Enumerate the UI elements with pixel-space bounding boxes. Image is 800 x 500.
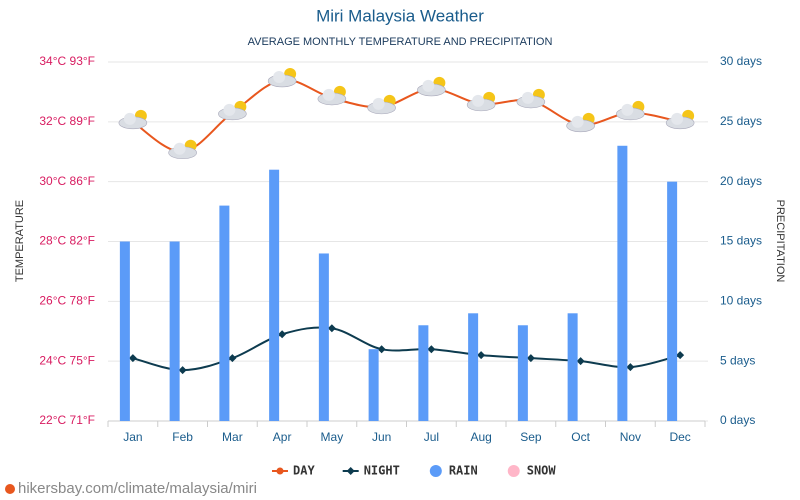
- weather-icon-part: [273, 70, 286, 83]
- legend-swatch: [429, 465, 442, 477]
- rain-bar: [219, 205, 230, 421]
- legend-swatch: [507, 465, 520, 477]
- rain-bar: [119, 241, 130, 421]
- x-tick-label: Jul: [424, 430, 439, 444]
- rain-bar: [667, 181, 678, 421]
- legend-label: NIGHT: [364, 464, 400, 478]
- y2-tick-label: 20 days: [720, 174, 762, 188]
- night-marker: [228, 354, 237, 363]
- x-tick-label: Apr: [273, 430, 292, 444]
- legend-label: DAY: [293, 464, 315, 478]
- x-tick-label: Nov: [620, 430, 641, 444]
- y2-tick-label: 10 days: [720, 294, 762, 308]
- night-marker: [327, 324, 336, 333]
- rain-bar: [468, 313, 479, 421]
- legend-swatch: [346, 467, 355, 475]
- temperature-line: [132, 78, 681, 153]
- temperature-line: [132, 326, 681, 372]
- rain-bar: [617, 145, 628, 421]
- x-tick-label: Oct: [571, 430, 590, 444]
- y2-tick-label: 25 days: [720, 114, 762, 128]
- weather-icon: [118, 109, 148, 130]
- night-marker: [377, 345, 386, 354]
- y2-tick-label: 0 days: [720, 413, 755, 427]
- weather-icon: [317, 85, 347, 106]
- night-marker: [676, 351, 685, 360]
- y-tick-label: 30°C 86°F: [39, 174, 95, 188]
- x-tick-label: Jun: [372, 430, 391, 444]
- y-tick-label: 34°C 93°F: [39, 54, 95, 68]
- weather-icon: [616, 100, 645, 121]
- x-tick-label: Jan: [123, 430, 142, 444]
- weather-icon: [218, 100, 247, 121]
- night-marker: [626, 363, 635, 372]
- weather-icon-part: [472, 94, 485, 107]
- y-tick-label: 22°C 71°F: [39, 413, 95, 427]
- y2-tick-label: 15 days: [720, 234, 762, 248]
- rain-bar: [318, 253, 329, 421]
- weather-icon-part: [372, 97, 385, 110]
- weather-icon-part: [123, 112, 136, 125]
- legend-swatch: [276, 467, 284, 475]
- night-marker: [128, 354, 137, 363]
- weather-icon-part: [621, 103, 634, 116]
- source-icon: [5, 484, 15, 494]
- source-link[interactable]: hikersbay.com/climate/malaysia/miri: [18, 480, 257, 497]
- y-tick-label: 26°C 78°F: [39, 294, 95, 308]
- y-tick-label: 24°C 75°F: [39, 353, 95, 367]
- weather-icon: [466, 91, 496, 112]
- night-marker: [477, 351, 486, 360]
- x-tick-label: Aug: [470, 430, 491, 444]
- weather-icon: [367, 94, 396, 115]
- y-tick-label: 28°C 82°F: [39, 234, 95, 248]
- weather-icon: [665, 109, 695, 130]
- y-axis-title: TEMPERATURE: [14, 200, 26, 282]
- x-tick-label: Feb: [172, 430, 193, 444]
- chart-title: Miri Malaysia Weather: [316, 6, 484, 25]
- night-marker: [278, 330, 287, 339]
- weather-icon: [267, 67, 297, 88]
- weather-icon-part: [571, 115, 584, 128]
- y2-tick-label: 30 days: [720, 54, 762, 68]
- x-tick-label: Sep: [520, 430, 542, 444]
- weather-icon-part: [521, 91, 534, 104]
- night-marker: [576, 357, 585, 366]
- weather-icon-part: [173, 142, 186, 155]
- rain-bar: [517, 325, 528, 421]
- night-marker: [427, 345, 436, 354]
- rain-bar: [567, 313, 578, 421]
- legend-label: SNOW: [527, 464, 557, 478]
- weather-icon: [516, 88, 546, 109]
- rain-bar: [368, 349, 379, 421]
- legend-label: RAIN: [449, 464, 478, 478]
- weather-icon-part: [223, 103, 236, 116]
- night-marker: [526, 354, 535, 363]
- weather-icon: [566, 112, 595, 133]
- x-tick-label: Mar: [222, 430, 243, 444]
- y2-tick-label: 5 days: [720, 353, 755, 367]
- weather-icon-part: [322, 88, 335, 101]
- weather-icon: [168, 139, 197, 160]
- weather-icon-part: [422, 79, 435, 92]
- weather-icon: [417, 76, 446, 97]
- y-tick-label: 32°C 89°F: [39, 114, 95, 128]
- weather-icon-part: [671, 112, 684, 125]
- y2-axis-title: PRECIPITATION: [774, 200, 786, 283]
- chart-subtitle: AVERAGE MONTHLY TEMPERATURE AND PRECIPIT…: [248, 36, 553, 48]
- x-tick-label: Dec: [669, 430, 690, 444]
- x-tick-label: May: [321, 430, 344, 444]
- rain-bar: [269, 169, 280, 421]
- night-marker: [178, 366, 187, 375]
- rain-bar: [418, 325, 429, 421]
- rain-bar: [169, 241, 180, 421]
